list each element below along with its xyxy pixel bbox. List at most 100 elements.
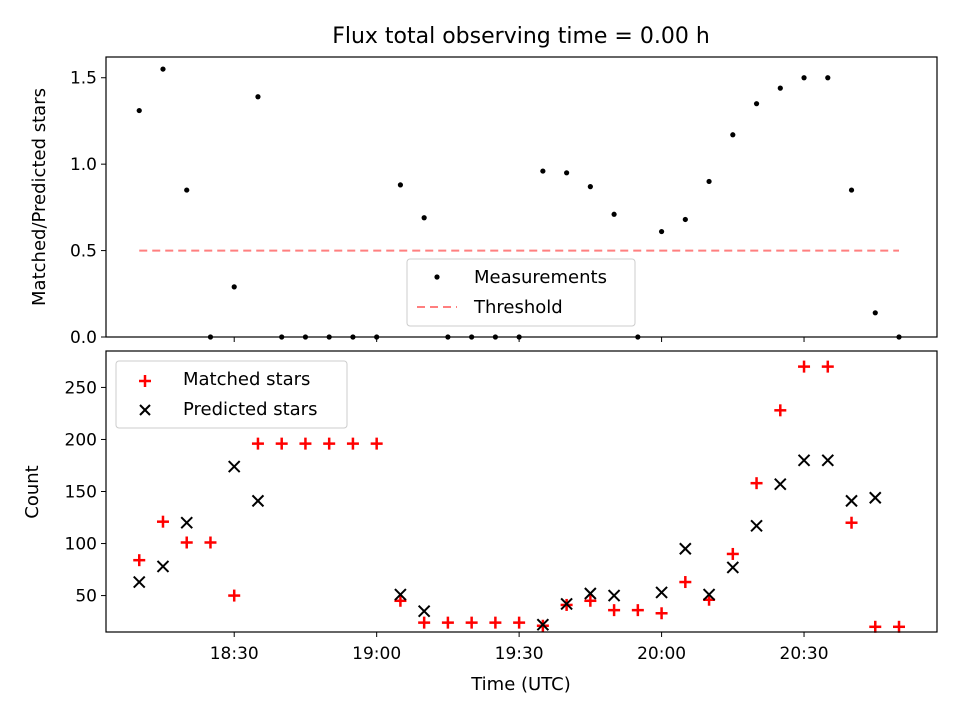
bottom-y-ticks: 50 100 150 200 250 — [65, 378, 106, 607]
bottom-y-axis-label: Count — [22, 465, 43, 518]
measurement-point — [421, 215, 427, 221]
matched-star-point — [228, 589, 241, 602]
matched-star-point — [441, 616, 454, 629]
measurement-point — [587, 184, 593, 190]
measurement-point — [801, 75, 807, 81]
matched-star-point — [370, 437, 383, 450]
measurement-point — [136, 107, 142, 114]
predicted-star-point — [774, 478, 787, 491]
x-tick-label: 19:30 — [495, 644, 544, 664]
measurement-point — [184, 187, 190, 193]
top-legend-box — [406, 258, 636, 327]
y-tick-label: 0.0 — [70, 328, 97, 348]
legend-predicted-marker — [139, 404, 151, 416]
matched-star-point — [394, 594, 407, 607]
predicted-star-point — [869, 491, 882, 504]
measurement-point — [825, 75, 831, 81]
measurement-point — [540, 168, 546, 174]
matched-star-point — [418, 616, 431, 629]
matched-star-point — [584, 594, 597, 607]
matched-star-point — [750, 477, 763, 490]
matched-star-point — [726, 547, 739, 560]
legend-measurements-label: Measurements — [474, 267, 607, 288]
measurement-point — [682, 216, 688, 223]
predicted-star-point — [607, 589, 621, 602]
y-tick-label: 50 — [75, 587, 97, 607]
y-tick-label: 150 — [65, 483, 97, 503]
predicted-star-point — [560, 597, 573, 611]
top-axes-frame — [105, 56, 938, 338]
predicted-star-point — [750, 519, 763, 533]
measurement-point — [753, 101, 760, 107]
measurement-point — [872, 310, 878, 316]
legend-threshold-label: Threshold — [473, 297, 563, 318]
matched-star-point — [323, 437, 336, 450]
measurement-point — [848, 187, 855, 193]
matched-star-point — [489, 616, 502, 629]
predicted-star-point — [133, 575, 146, 589]
matched-star-point — [465, 616, 478, 629]
predicted-star-point — [584, 587, 597, 600]
y-tick-label: 200 — [65, 430, 97, 450]
bottom-legend-box — [115, 360, 348, 429]
matched-star-point — [346, 437, 359, 450]
matched-star-point — [180, 536, 193, 549]
measurement-point — [231, 284, 237, 290]
bottom-plot-area — [133, 360, 906, 633]
measurement-point — [706, 178, 712, 185]
x-tick-label: 20:00 — [637, 644, 686, 664]
matched-star-point — [821, 360, 834, 373]
matched-star-point — [299, 437, 312, 450]
matched-star-point — [156, 515, 169, 528]
matched-star-point — [204, 536, 217, 549]
chart-title: Flux total observing time = 0.00 h — [332, 24, 710, 49]
measurement-point — [564, 170, 570, 176]
bottom-legend: Matched stars Predicted stars — [115, 360, 348, 429]
matched-star-point — [845, 516, 858, 529]
matched-star-point — [798, 360, 811, 373]
legend-measurements-marker — [434, 274, 440, 280]
matched-star-point — [513, 616, 526, 629]
bottom-x-ticks: 18:30 19:00 19:30 20:00 20:30 — [210, 632, 829, 664]
top-legend: Measurements Threshold — [406, 258, 636, 327]
matched-star-point — [251, 437, 264, 450]
predicted-star-point — [417, 604, 431, 618]
predicted-star-point — [702, 588, 716, 601]
measurement-point — [730, 132, 736, 138]
top-y-axis-label: Matched/Predicted stars — [29, 88, 50, 306]
top-y-ticks: 0.0 0.5 1.0 1.5 — [70, 69, 106, 348]
predicted-star-point — [726, 561, 740, 574]
y-tick-label: 0.5 — [70, 242, 97, 262]
y-tick-label: 1.5 — [70, 69, 97, 89]
matched-star-point — [631, 604, 644, 617]
measurement-point — [255, 94, 261, 100]
legend-predicted-label: Predicted stars — [183, 399, 317, 420]
predicted-star-point — [536, 618, 550, 631]
matched-star-point — [893, 620, 906, 633]
y-tick-label: 100 — [65, 535, 97, 555]
matched-star-point — [679, 576, 692, 589]
x-tick-label: 18:30 — [210, 644, 259, 664]
predicted-star-point — [679, 542, 692, 555]
y-tick-label: 250 — [65, 378, 97, 398]
x-tick-label: 20:30 — [780, 644, 829, 664]
matched-star-point — [608, 604, 621, 617]
matched-star-point — [774, 404, 787, 417]
predicted-star-point — [655, 586, 668, 599]
predicted-star-point — [821, 454, 834, 467]
predicted-star-point — [394, 588, 407, 601]
measurement-point — [777, 85, 783, 91]
x-tick-label: 19:00 — [352, 644, 401, 664]
top-panel: Flux total observing time = 0.00 h Match… — [29, 24, 938, 348]
legend-matched-marker — [139, 375, 151, 387]
matched-star-point — [133, 554, 146, 567]
matched-star-point — [275, 437, 288, 450]
measurement-point — [658, 228, 665, 235]
legend-matched-label: Matched stars — [183, 369, 310, 390]
predicted-star-point — [797, 454, 811, 467]
predicted-star-point — [180, 516, 193, 529]
predicted-star-point — [251, 494, 265, 508]
predicted-star-point — [228, 460, 241, 473]
measurement-point — [160, 66, 166, 72]
x-axis-label: Time (UTC) — [470, 674, 571, 695]
